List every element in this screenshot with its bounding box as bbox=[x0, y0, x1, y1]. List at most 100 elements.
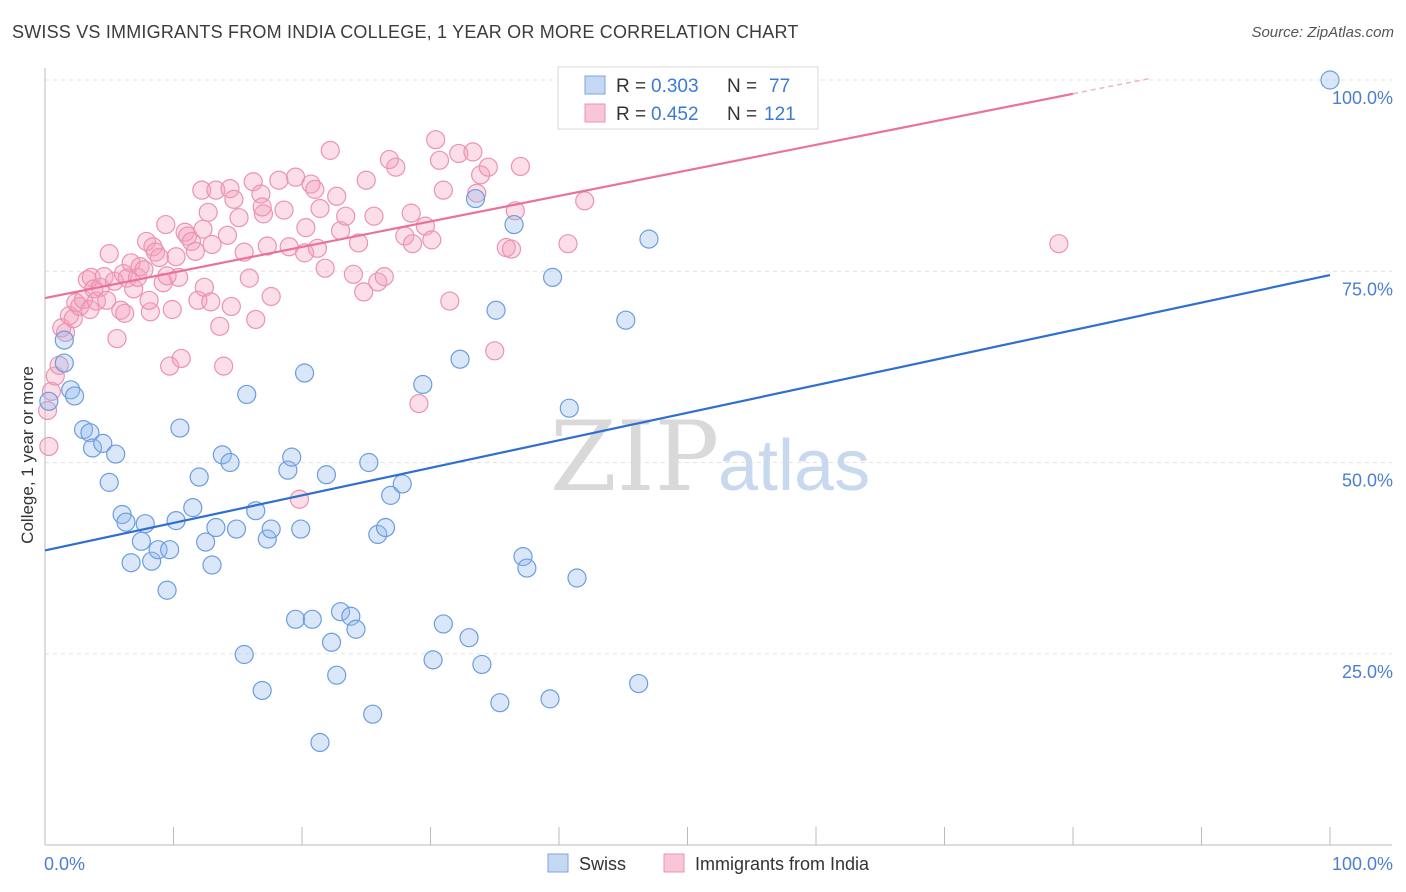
swiss-point-49 bbox=[346, 619, 366, 639]
india-point-54 bbox=[210, 316, 230, 336]
india-point-51 bbox=[201, 292, 221, 312]
swiss-point-51 bbox=[363, 704, 383, 724]
swiss-point-39 bbox=[285, 609, 306, 629]
axes bbox=[44, 68, 1392, 846]
india-point-55 bbox=[214, 356, 234, 376]
x-tick-label-0: 0.0% bbox=[44, 854, 85, 874]
swiss-point-64 bbox=[490, 693, 510, 713]
swiss-point-5 bbox=[64, 386, 85, 406]
india-point-113 bbox=[115, 303, 135, 323]
india-point-78 bbox=[320, 140, 340, 160]
swiss-point-65 bbox=[504, 214, 524, 235]
legend-swatch-india bbox=[584, 103, 606, 123]
swiss-point-46 bbox=[327, 665, 347, 685]
swiss-point-25 bbox=[196, 532, 216, 552]
india-point-79 bbox=[327, 186, 347, 206]
india-point-100 bbox=[449, 143, 469, 164]
india-point-42 bbox=[171, 348, 191, 369]
swiss-point-40 bbox=[291, 519, 311, 539]
india-point-83 bbox=[348, 233, 369, 253]
india-point-103 bbox=[471, 165, 491, 185]
india-point-118 bbox=[296, 218, 316, 238]
grid bbox=[45, 79, 1392, 655]
swiss-point-18 bbox=[148, 540, 168, 560]
swiss-point-67 bbox=[517, 558, 537, 578]
swiss-point-42 bbox=[302, 609, 322, 629]
swiss-point-20 bbox=[160, 540, 180, 560]
swiss-point-22 bbox=[170, 418, 190, 438]
india-point-89 bbox=[379, 149, 399, 170]
swiss-point-24 bbox=[189, 467, 209, 487]
india-point-88 bbox=[374, 267, 394, 287]
india-point-99 bbox=[440, 291, 460, 311]
swiss-point-38 bbox=[282, 447, 302, 467]
swiss-point-2 bbox=[54, 353, 74, 373]
swiss-point-63 bbox=[486, 300, 506, 320]
india-point-82 bbox=[343, 264, 363, 284]
swiss-point-70 bbox=[559, 398, 579, 418]
swiss-point-19 bbox=[157, 580, 177, 600]
legend-n-india: 121 bbox=[764, 104, 796, 125]
india-point-110 bbox=[558, 234, 578, 254]
y-tick-label-1: 50.0% bbox=[1342, 471, 1393, 491]
swiss-point-17 bbox=[142, 551, 162, 571]
india-point-57 bbox=[220, 179, 240, 199]
swiss-point-0 bbox=[1320, 70, 1340, 90]
swiss-point-15 bbox=[131, 531, 151, 551]
swiss-point-74 bbox=[639, 229, 659, 249]
india-point-84 bbox=[354, 282, 374, 302]
swiss-point-1 bbox=[39, 391, 59, 411]
india-point-59 bbox=[229, 208, 249, 228]
india-point-38 bbox=[160, 356, 180, 376]
swiss-point-57 bbox=[423, 650, 443, 670]
chart-source: Source: ZipAtlas.com bbox=[1251, 24, 1394, 41]
india-point-52 bbox=[202, 234, 222, 255]
swiss-point-41 bbox=[294, 363, 315, 383]
swiss-point-8 bbox=[82, 438, 103, 458]
swiss-point-30 bbox=[226, 519, 247, 539]
swiss-point-23 bbox=[183, 498, 203, 518]
india-point-104 bbox=[478, 157, 498, 177]
india-point-86 bbox=[364, 206, 384, 226]
india-point-101 bbox=[463, 142, 483, 162]
india-point-34 bbox=[145, 242, 166, 262]
legend-r-label-swiss: R = bbox=[616, 76, 646, 97]
india-point-56 bbox=[217, 225, 238, 245]
swiss-point-53 bbox=[375, 517, 396, 538]
swiss-point-61 bbox=[465, 188, 486, 209]
india-point-62 bbox=[243, 172, 263, 192]
india-point-107 bbox=[501, 239, 522, 259]
india-point-22 bbox=[107, 328, 127, 349]
swiss-point-44 bbox=[316, 465, 337, 485]
india-point-87 bbox=[368, 272, 388, 292]
india-point-50 bbox=[198, 202, 218, 222]
trend-lines bbox=[44, 77, 1331, 552]
swiss-point-50 bbox=[359, 452, 379, 473]
india-point-93 bbox=[409, 393, 429, 414]
swiss-point-7 bbox=[80, 423, 100, 443]
swiss-point-47 bbox=[330, 602, 351, 622]
india-point-95 bbox=[422, 230, 442, 250]
y-axis-title: College, 1 year or more bbox=[18, 366, 37, 544]
india-point-117 bbox=[252, 197, 272, 217]
legend: R = 0.303 N = 77 R = 0.452 N = 121 bbox=[557, 66, 819, 130]
india-point-114 bbox=[139, 290, 159, 310]
india-point-92 bbox=[401, 203, 421, 223]
india-point-72 bbox=[289, 489, 310, 509]
watermark-atlas: atlas bbox=[718, 426, 870, 506]
india-point-109 bbox=[510, 156, 531, 177]
india-point-112 bbox=[575, 191, 595, 211]
swiss-point-66 bbox=[513, 546, 533, 567]
bottom-legend-swatch-india bbox=[663, 853, 685, 873]
bottom-legend-india: Immigrants from India bbox=[695, 854, 870, 874]
india-point-35 bbox=[149, 247, 169, 268]
swiss-point-69 bbox=[542, 267, 563, 287]
swiss-point-58 bbox=[433, 614, 453, 634]
india-point-81 bbox=[336, 206, 356, 226]
india-point-37 bbox=[156, 214, 176, 235]
swiss-point-9 bbox=[93, 433, 113, 453]
india-point-33 bbox=[143, 237, 163, 257]
swiss-point-54 bbox=[381, 485, 401, 505]
india-point-65 bbox=[253, 204, 274, 224]
swiss-point-60 bbox=[459, 628, 479, 648]
